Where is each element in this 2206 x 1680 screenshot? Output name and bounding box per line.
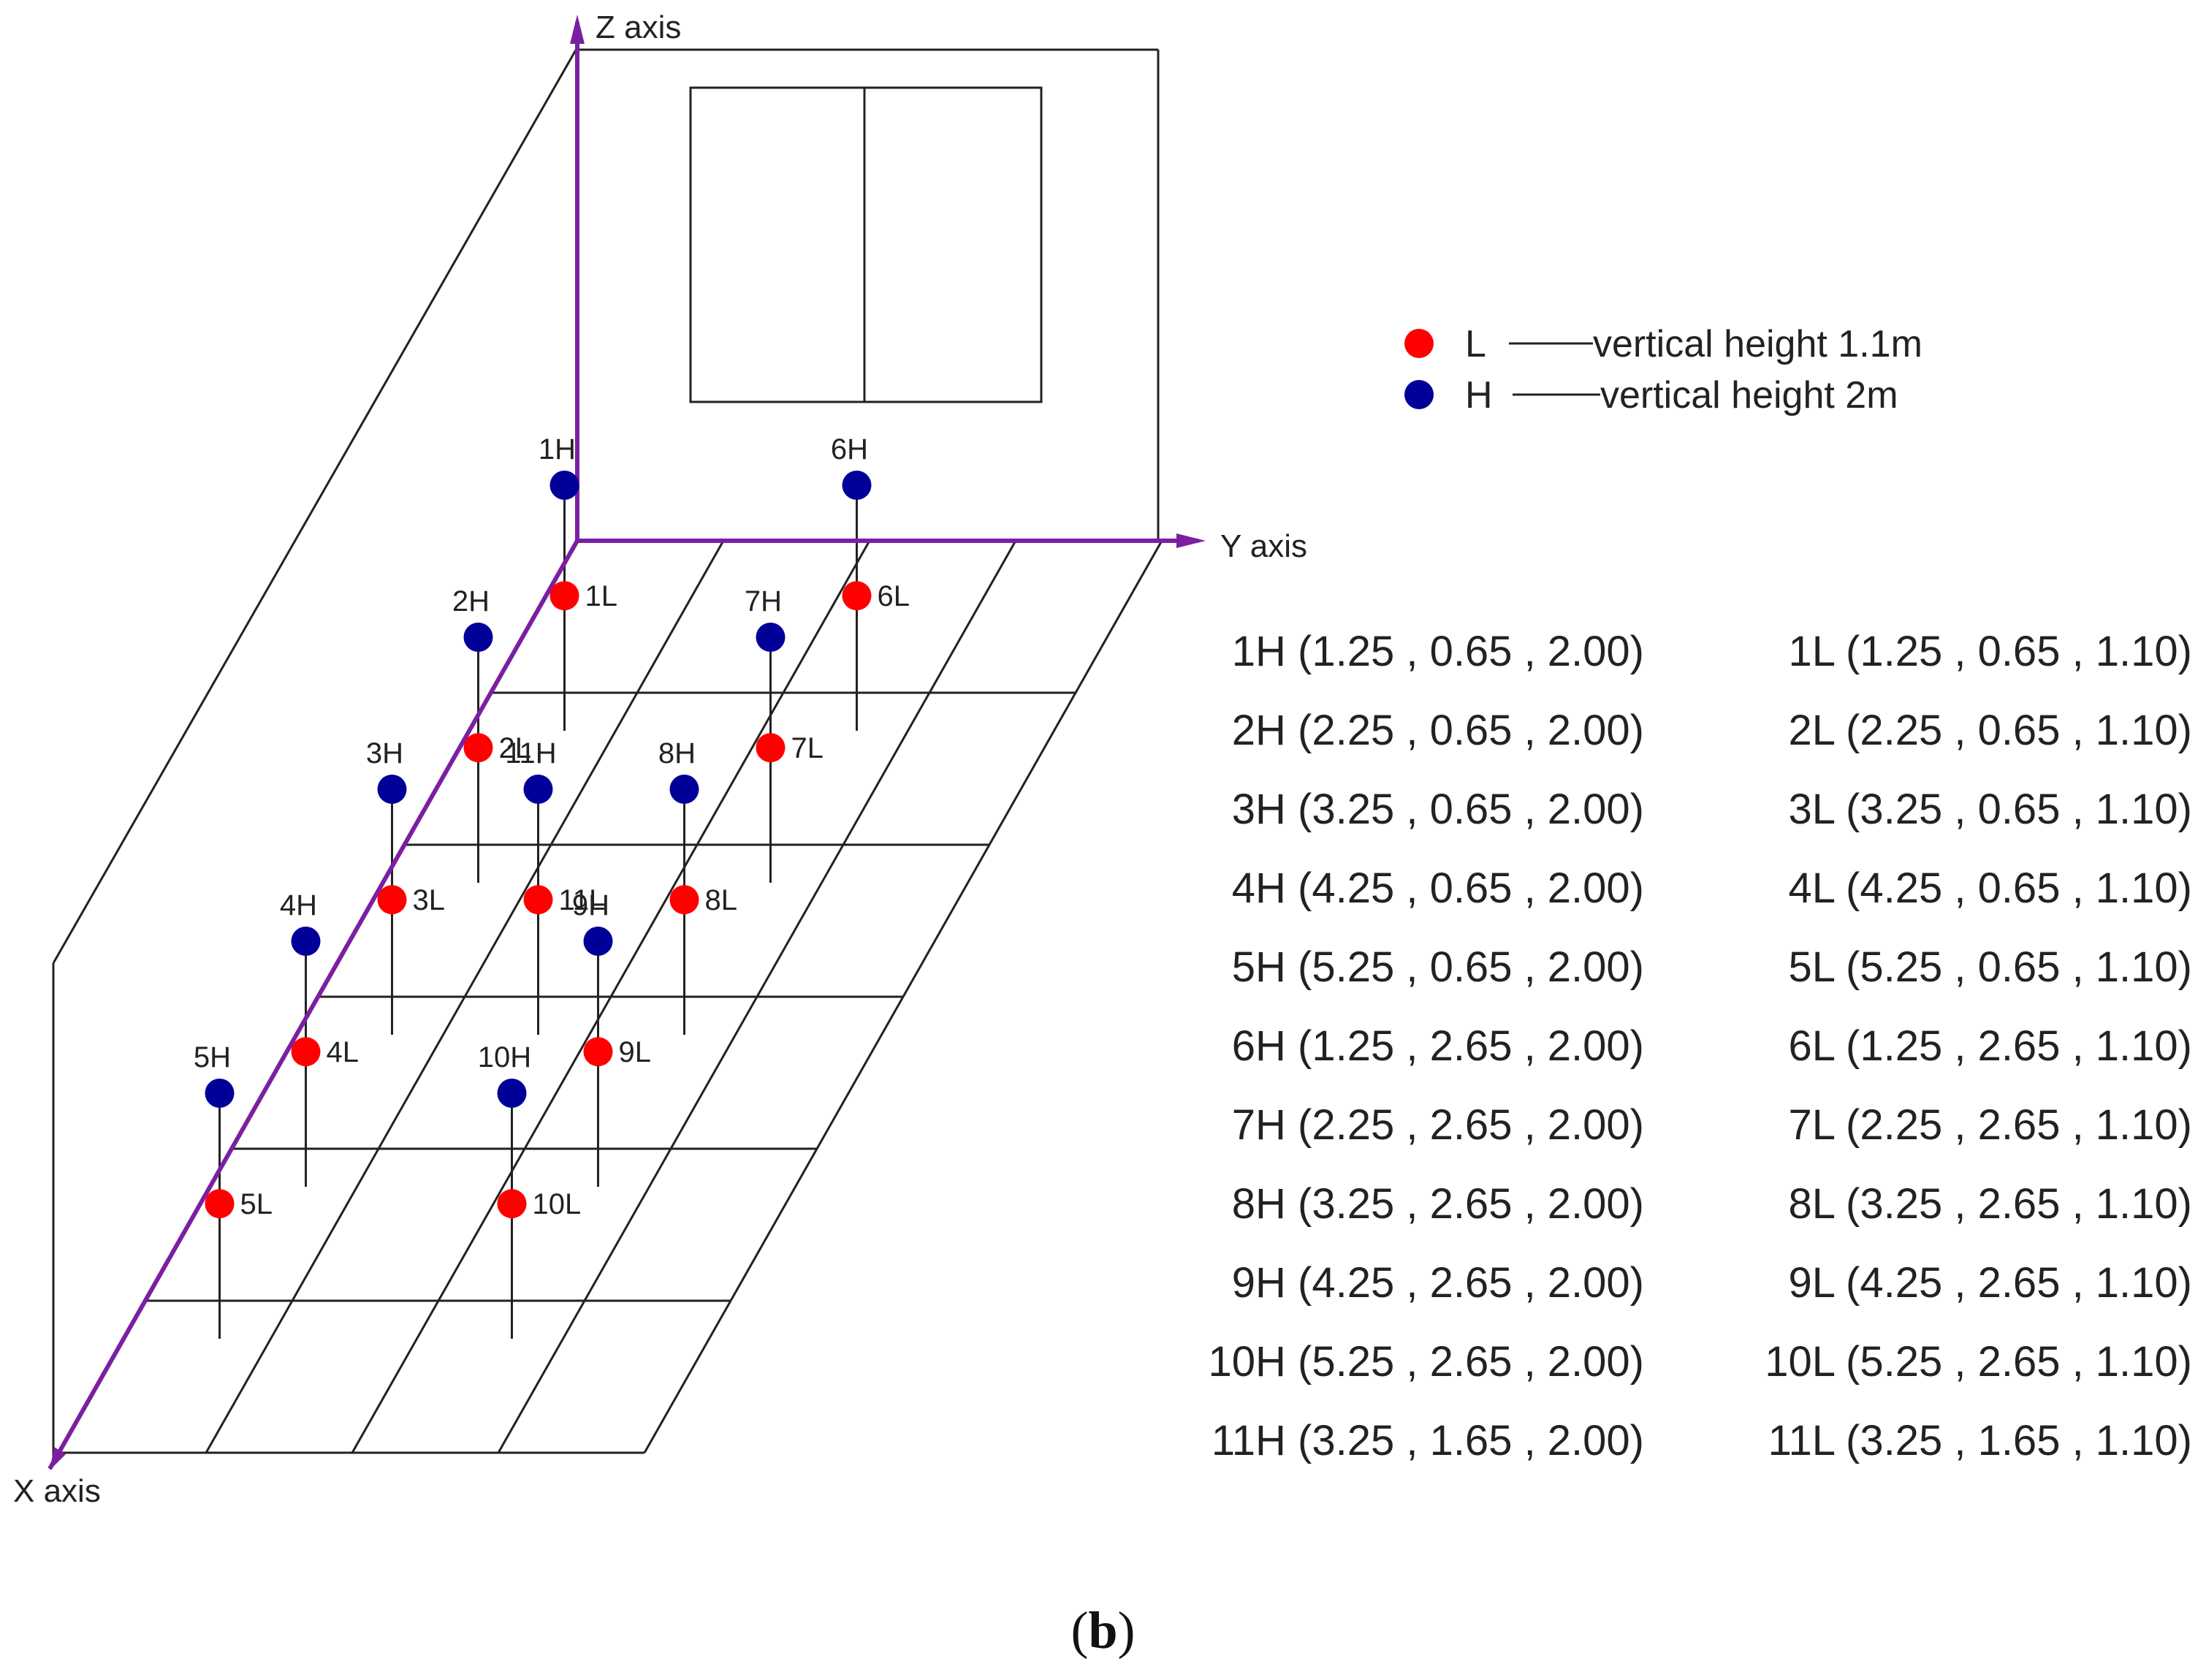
grid-line-y-3 (497, 540, 1017, 1453)
legend-h-description: vertical height 2m (1600, 374, 1898, 417)
coordinate-row: 11L (3.25 , 1.65 , 1.10) (1768, 1417, 2192, 1464)
coordinate-row: 7H (2.25 , 2.65 , 2.00) (1231, 1101, 1644, 1149)
label-5h: 5H (194, 1041, 231, 1073)
label-8h: 8H (658, 737, 696, 769)
point-10h (497, 1079, 527, 1108)
label-7h: 7H (745, 585, 782, 617)
coordinate-row: 8L (3.25 , 2.65 , 1.10) (1788, 1180, 2192, 1228)
grid-line-y-4 (643, 540, 1163, 1453)
coordinate-row: 9H (4.25 , 2.65 , 2.00) (1231, 1259, 1644, 1307)
point-2h (463, 623, 493, 652)
point-6l (842, 581, 872, 611)
label-8l: 8L (705, 884, 738, 916)
point-10l (497, 1189, 527, 1219)
coordinate-row: 2H (2.25 , 0.65 , 2.00) (1231, 707, 1644, 754)
coordinate-row: 5L (5.25 , 0.65 , 1.10) (1788, 943, 2192, 991)
label-11h: 11H (505, 737, 556, 769)
coordinate-row: 6L (1.25 , 2.65 , 1.10) (1788, 1022, 2192, 1070)
label-9h: 9H (572, 889, 609, 921)
coordinate-row: 7L (2.25 , 2.65 , 1.10) (1788, 1101, 2192, 1149)
grid-line-y-2 (351, 540, 871, 1453)
legend-h-symbol: H (1465, 374, 1493, 417)
point-4l (291, 1037, 321, 1067)
x-axis-arrowhead (50, 1447, 66, 1470)
left-wall-top-edge (52, 47, 579, 964)
coordinate-row: 11H (3.25 , 1.65 , 2.00) (1211, 1417, 1644, 1464)
y-axis-arrowhead (1176, 533, 1206, 548)
z-axis-label: Z axis (596, 9, 681, 45)
coordinate-row: 2L (2.25 , 0.65 , 1.10) (1788, 707, 2192, 754)
point-7l (756, 733, 786, 763)
z-axis-arrowhead (570, 15, 585, 44)
label-1h: 1H (539, 433, 576, 465)
label-3h: 3H (366, 737, 403, 769)
axes: Z axis Y axis X axis (13, 9, 1307, 1509)
point-1l (549, 581, 579, 611)
label-1l: 1L (585, 580, 618, 612)
caption-letter: b (1088, 1601, 1118, 1660)
label-10h: 10H (478, 1041, 531, 1073)
legend-h-marker (1404, 380, 1434, 409)
point-8l (669, 885, 699, 915)
point-7h (756, 623, 786, 652)
point-1h (549, 471, 579, 500)
point-11l (523, 885, 553, 915)
measurement-poles (218, 485, 858, 1339)
point-2l (463, 733, 493, 763)
label-3l: 3L (413, 884, 446, 916)
floor-grid (58, 539, 1163, 1454)
label-7l: 7L (791, 732, 824, 764)
y-axis-label: Y axis (1220, 528, 1307, 564)
coordinate-row: 8H (3.25 , 2.65 , 2.00) (1231, 1180, 1644, 1228)
legend-l-marker (1404, 329, 1434, 358)
coordinate-row: 1H (1.25 , 0.65 , 2.00) (1231, 628, 1644, 675)
label-11l: 11L (559, 884, 606, 916)
coordinate-row: 1L (1.25 , 0.65 , 1.10) (1788, 628, 2192, 675)
point-9l (583, 1037, 613, 1067)
coordinate-row: 9L (4.25 , 2.65 , 1.10) (1788, 1259, 2192, 1307)
label-2l: 2L (499, 732, 532, 764)
label-4l: 4L (327, 1036, 360, 1068)
x-axis-line (47, 539, 579, 1470)
label-6h: 6H (831, 433, 868, 465)
caption-close-paren: ) (1117, 1601, 1136, 1660)
coordinate-row: 4L (4.25 , 0.65 , 1.10) (1788, 864, 2192, 912)
legend-item-l: L vertical height 1.1m (1404, 323, 1922, 365)
coordinate-row: 3L (3.25 , 0.65 , 1.10) (1788, 786, 2192, 833)
point-4h (291, 927, 321, 956)
label-10l: 10L (533, 1188, 582, 1220)
legend: L vertical height 1.1m H vertical height… (1404, 323, 1922, 417)
label-6l: 6L (878, 580, 910, 612)
figure-caption: (b) (0, 1600, 2206, 1661)
label-4h: 4H (280, 889, 317, 921)
label-5l: 5L (240, 1188, 273, 1220)
coordinate-row: 5H (5.25 , 0.65 , 2.00) (1231, 943, 1644, 991)
legend-l-description: vertical height 1.1m (1593, 323, 1922, 365)
x-axis-label: X axis (13, 1473, 101, 1509)
point-5l (205, 1189, 235, 1219)
coordinate-row: 4H (4.25 , 0.65 , 2.00) (1231, 864, 1644, 912)
room-outline (52, 47, 1160, 1456)
grid-line-y-1 (205, 540, 725, 1453)
legend-item-h: H vertical height 2m (1404, 374, 1898, 417)
point-6h (842, 471, 872, 500)
point-11h (523, 775, 553, 804)
coordinate-row: 3H (3.25 , 0.65 , 2.00) (1231, 786, 1644, 833)
point-3h (377, 775, 407, 804)
coordinate-row: 10L (5.25 , 2.65 , 1.10) (1765, 1338, 2192, 1386)
caption-open-paren: ( (1070, 1601, 1089, 1660)
coordinate-row: 10H (5.25 , 2.65 , 2.00) (1208, 1338, 1644, 1386)
label-2h: 2H (452, 585, 490, 617)
label-9l: 9L (619, 1036, 652, 1068)
point-8h (669, 775, 699, 804)
measurement-points: 1H 1L 2H 2L 3H 3L 4H 4L 5H 5L 6H 6L 7H 7L 8H 8L 9H 9L 10H 1… (194, 433, 910, 1220)
point-3l (377, 885, 407, 915)
point-9h (583, 927, 613, 956)
window-frame (689, 86, 1043, 403)
coordinate-row: 6H (1.25 , 2.65 , 2.00) (1231, 1022, 1644, 1070)
point-5h (205, 1079, 235, 1108)
legend-l-symbol: L (1465, 323, 1486, 365)
